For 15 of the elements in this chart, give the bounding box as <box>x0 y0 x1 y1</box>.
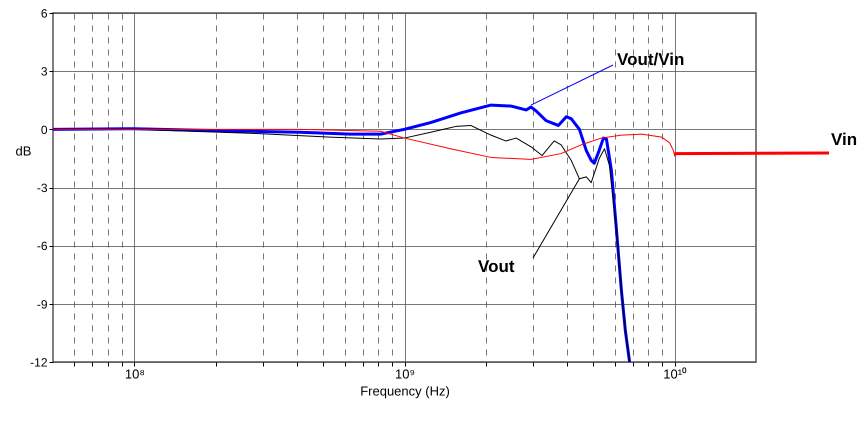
annotation: Vout/Vin <box>617 50 684 69</box>
x-tick-label: 10⁸ <box>124 366 145 382</box>
x-tick-label: 10⁹ <box>394 366 416 382</box>
annotation: Vout <box>478 257 515 276</box>
y-tick-label: 0 <box>40 122 48 137</box>
y-tick-label: -3 <box>36 181 48 195</box>
y-tick-label: -6 <box>36 239 48 254</box>
x-tick-label: 10¹⁰ <box>663 366 688 382</box>
y-tick-label: 3 <box>40 64 48 79</box>
x-axis-title: Frequency (Hz) <box>360 384 450 398</box>
y-axis-title: dB <box>16 144 32 158</box>
annotation: Vin <box>831 130 858 149</box>
y-tick-label: 6 <box>40 6 48 20</box>
y-tick-label: -12 <box>30 356 48 370</box>
y-tick-label: -9 <box>36 297 48 312</box>
